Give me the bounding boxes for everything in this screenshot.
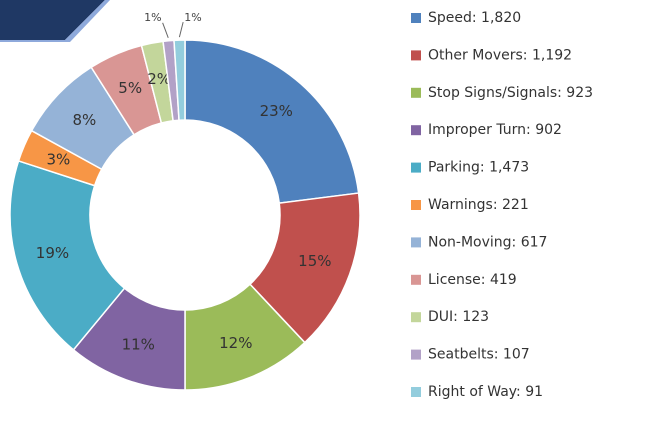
legend-label: Other Movers: 1,192: [428, 47, 572, 63]
legend-label: Improper Turn: 902: [428, 122, 562, 138]
legend-swatch: [411, 87, 421, 98]
legend-swatch: [411, 237, 421, 248]
slice-label: 11%: [122, 335, 155, 353]
slice-label: 23%: [260, 102, 293, 120]
leader-line: [162, 22, 169, 38]
legend-swatch: [411, 349, 421, 360]
slice-label: 19%: [36, 244, 69, 262]
legend-label: License: 419: [428, 272, 517, 288]
legend-label: Speed: 1,820: [428, 10, 521, 26]
leader-line: [178, 21, 184, 38]
donut-slice: [9, 159, 126, 351]
slice-label: 1%: [184, 11, 201, 24]
slice-label: 12%: [219, 334, 252, 352]
slice-label: 15%: [298, 252, 331, 270]
legend-swatch: [411, 200, 421, 210]
legend-label: Stop Signs/Signals: 923: [428, 85, 593, 101]
legend-swatch: [411, 125, 421, 136]
legend-swatch: [411, 312, 421, 323]
legend-label: Non-Moving: 617: [428, 234, 547, 250]
banner-corner: [0, 0, 105, 40]
legend-swatch: [411, 13, 421, 23]
legend-label: Seatbelts: 107: [428, 347, 530, 363]
donut-slice: [184, 39, 360, 204]
legend-label: DUI: 123: [428, 309, 489, 325]
donut-slice: [173, 39, 186, 121]
slice-label: 8%: [73, 111, 97, 129]
slice-label: 3%: [46, 151, 70, 169]
slice-label: 5%: [118, 79, 142, 97]
legend-label: Parking: 1,473: [428, 160, 529, 176]
slice-label: 1%: [144, 11, 161, 24]
legend-swatch: [411, 50, 421, 61]
legend-swatch: [411, 387, 421, 397]
banner-edge: [0, 0, 110, 42]
legend-label: Warnings: 221: [428, 197, 529, 213]
legend-swatch: [411, 162, 421, 173]
legend-label: Right of Way: 91: [428, 384, 543, 400]
legend-swatch: [411, 274, 421, 285]
slice-label: 2%: [147, 70, 171, 88]
